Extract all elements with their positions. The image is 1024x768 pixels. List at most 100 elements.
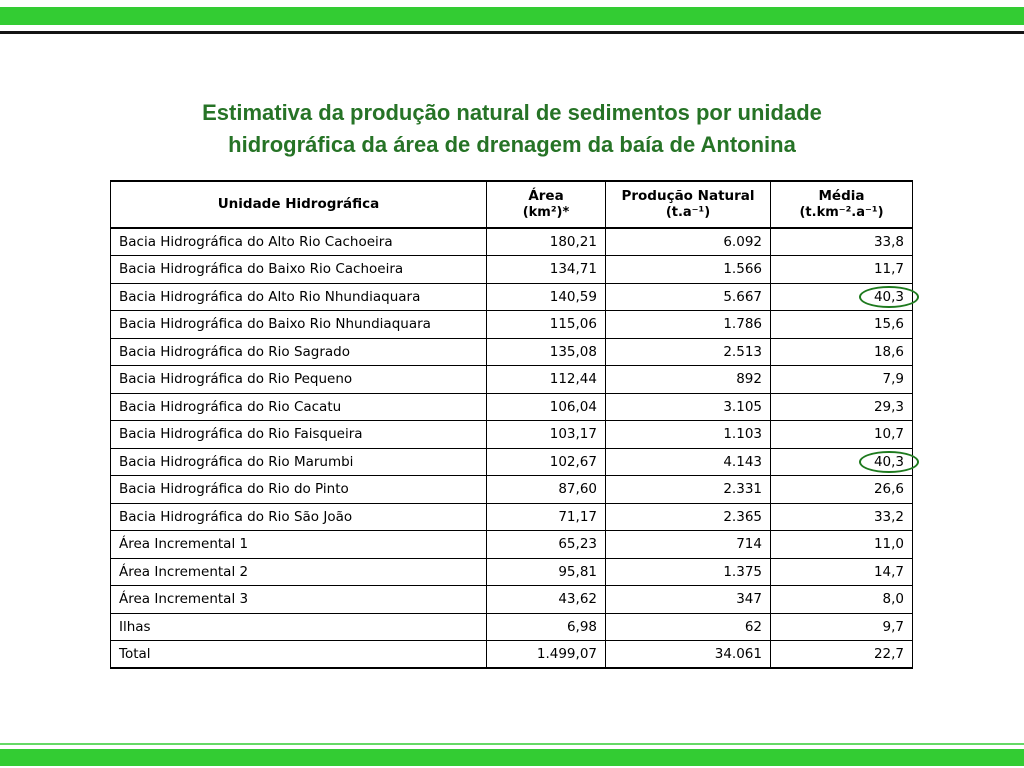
header-media-unit: (t.km⁻².a⁻¹) [799, 204, 884, 220]
producao-cell: 1.103 [605, 420, 771, 449]
unidade-cell: Bacia Hidrográfica do Rio Faisqueira [110, 420, 487, 449]
unidade-cell: Bacia Hidrográfica do Rio Sagrado [110, 337, 487, 366]
area-cell: 180,21 [486, 227, 606, 256]
highlight-ellipse: 40,3 [858, 450, 919, 473]
header-producao-unit: (t.a⁻¹) [665, 204, 711, 220]
media-cell: 14,7 [770, 557, 913, 586]
unidade-cell: Bacia Hidrográfica do Rio Pequeno [110, 365, 487, 394]
table-row: Bacia Hidrográfica do Baixo Rio Nhundiaq… [110, 310, 913, 339]
table-row: Bacia Hidrográfica do Alto Rio Cachoeira… [110, 227, 913, 256]
producao-cell: 4.143 [605, 447, 771, 476]
unidade-cell: Bacia Hidrográfica do Baixo Rio Cachoeir… [110, 255, 487, 284]
unidade-cell: Bacia Hidrográfica do Rio São João [110, 502, 487, 531]
unidade-cell: Bacia Hidrográfica do Alto Rio Nhundiaqu… [110, 282, 487, 311]
header-producao-label: Produção Natural [621, 187, 755, 204]
header-media: Média (t.km⁻².a⁻¹) [770, 180, 913, 229]
table-row: Bacia Hidrográfica do Rio Faisqueira 103,… [110, 420, 913, 449]
area-cell: 65,23 [486, 530, 606, 559]
producao-cell: 2.331 [605, 475, 771, 504]
unidade-cell: Bacia Hidrográfica do Baixo Rio Nhundiaq… [110, 310, 487, 339]
area-cell: 135,08 [486, 337, 606, 366]
media-cell: 40,3 [770, 447, 919, 476]
title-line-2: hidrográfica da área de drenagem da baía… [228, 131, 796, 157]
unidade-cell: Bacia Hidrográfica do Rio do Pinto [110, 475, 487, 504]
header-area-unit: (km²)* [522, 204, 570, 220]
media-cell: 18,6 [770, 337, 913, 366]
header-area-label: Área [528, 187, 564, 204]
producao-cell: 3.105 [605, 392, 771, 421]
producao-cell: 714 [605, 530, 771, 559]
area-cell: 103,17 [486, 420, 606, 449]
media-cell: 11,0 [770, 530, 913, 559]
header-row: Unidade Hidrográfica Área (km²)* Produçã… [110, 180, 913, 229]
top-accent-bar [0, 7, 1024, 25]
table-row: Bacia Hidrográfica do Rio Marumbi 102,67 4… [110, 447, 919, 476]
area-cell: 87,60 [486, 475, 606, 504]
title-line-1: Estimativa da produção natural de sedime… [202, 100, 822, 125]
top-divider-line [0, 31, 1024, 34]
header-area: Área (km²)* [486, 180, 606, 229]
unidade-cell: Ilhas [110, 612, 487, 641]
table-row: Bacia Hidrográfica do Baixo Rio Cachoeir… [110, 255, 913, 284]
area-cell: 134,71 [486, 255, 606, 284]
header-producao: Produção Natural (t.a⁻¹) [605, 180, 771, 229]
table-row: Bacia Hidrográfica do Rio Pequeno 112,44 8… [110, 365, 913, 394]
unidade-cell: Área Incremental 1 [110, 530, 487, 559]
table-row: Ilhas 6,98 62 9,7 [110, 612, 913, 641]
table-row: Bacia Hidrográfica do Alto Rio Nhundiaqu… [110, 282, 919, 311]
producao-cell: 2.365 [605, 502, 771, 531]
media-cell: 10,7 [770, 420, 913, 449]
media-cell: 29,3 [770, 392, 913, 421]
table-row: Bacia Hidrográfica do Rio São João 71,17 2… [110, 502, 913, 531]
bottom-thin-accent-line [0, 743, 1024, 745]
table-row: Área Incremental 1 65,23 714 11,0 [110, 530, 913, 559]
area-cell: 71,17 [486, 502, 606, 531]
unidade-cell: Área Incremental 2 [110, 557, 487, 586]
header-unidade: Unidade Hidrográfica [110, 180, 487, 229]
area-cell: 43,62 [486, 585, 606, 614]
media-cell: 33,2 [770, 502, 913, 531]
media-cell: 15,6 [770, 310, 913, 339]
table-row: Bacia Hidrográfica do Rio Cacatu 106,04 3.… [110, 392, 913, 421]
unidade-cell: Bacia Hidrográfica do Alto Rio Cachoeira [110, 227, 487, 256]
area-cell: 140,59 [486, 282, 606, 311]
producao-cell: 62 [605, 612, 771, 641]
media-cell: 33,8 [770, 227, 913, 256]
table-row: Bacia Hidrográfica do Rio do Pinto 87,60 2… [110, 475, 913, 504]
producao-cell: 892 [605, 365, 771, 394]
table-row: Total 1.499,07 34.061 22,7 [110, 640, 913, 669]
media-cell: 8,0 [770, 585, 913, 614]
table-row: Área Incremental 2 95,81 1.375 14,7 [110, 557, 913, 586]
media-cell: 7,9 [770, 365, 913, 394]
producao-cell: 34.061 [605, 640, 771, 669]
media-cell: 11,7 [770, 255, 913, 284]
media-cell: 22,7 [770, 640, 913, 669]
media-cell: 40,3 [770, 282, 919, 311]
highlight-ellipse: 40,3 [858, 285, 919, 308]
area-cell: 1.499,07 [486, 640, 606, 669]
table-body: Bacia Hidrográfica do Alto Rio Cachoeira… [110, 227, 919, 669]
media-cell: 26,6 [770, 475, 913, 504]
media-cell: 9,7 [770, 612, 913, 641]
unidade-cell: Área Incremental 3 [110, 585, 487, 614]
area-cell: 112,44 [486, 365, 606, 394]
area-cell: 115,06 [486, 310, 606, 339]
unidade-cell: Bacia Hidrográfica do Rio Cacatu [110, 392, 487, 421]
producao-cell: 347 [605, 585, 771, 614]
area-cell: 102,67 [486, 447, 606, 476]
header-unidade-label: Unidade Hidrográfica [217, 196, 380, 213]
producao-cell: 1.786 [605, 310, 771, 339]
producao-cell: 5.667 [605, 282, 771, 311]
table-row: Bacia Hidrográfica do Rio Sagrado 135,08 2… [110, 337, 913, 366]
unidade-cell: Total [110, 640, 487, 669]
producao-cell: 1.375 [605, 557, 771, 586]
sediment-production-table: Unidade Hidrográfica Área (km²)* Produçã… [110, 180, 919, 669]
slide-title: Estimativa da produção natural de sedime… [0, 97, 1024, 161]
header-media-label: Média [818, 187, 865, 204]
unidade-cell: Bacia Hidrográfica do Rio Marumbi [110, 447, 487, 476]
producao-cell: 2.513 [605, 337, 771, 366]
producao-cell: 1.566 [605, 255, 771, 284]
producao-cell: 6.092 [605, 227, 771, 256]
area-cell: 106,04 [486, 392, 606, 421]
